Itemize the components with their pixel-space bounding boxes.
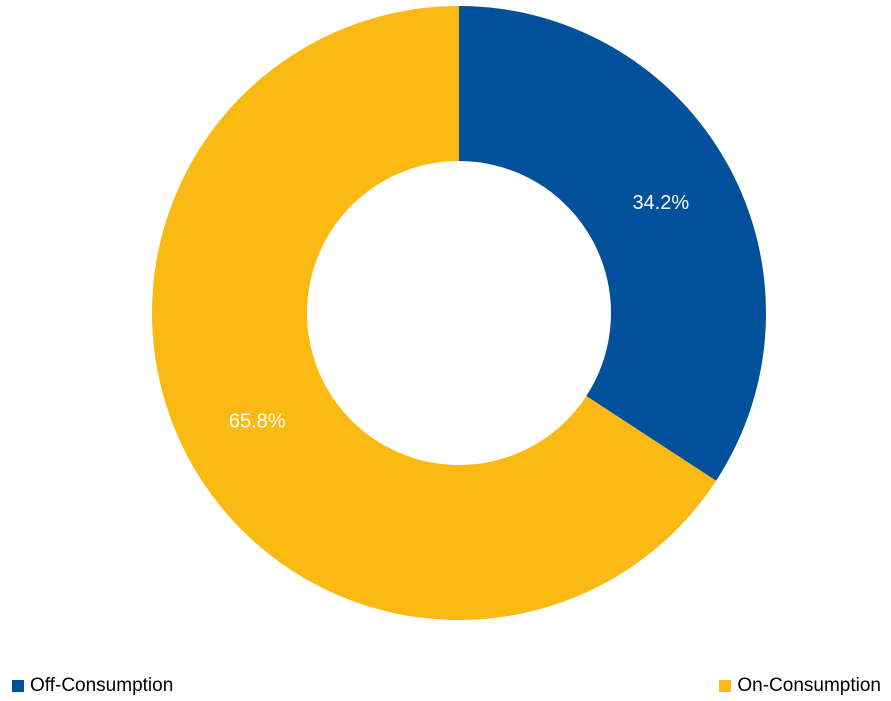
slice-off-consumption [459, 6, 766, 481]
legend-swatch-off-consumption [12, 680, 24, 692]
data-label-off-consumption: 34.2% [632, 192, 689, 214]
legend-label-on-consumption: On-Consumption [737, 675, 881, 696]
legend-swatch-on-consumption [719, 680, 732, 692]
legend-label-off-consumption: Off-Consumption [30, 675, 174, 696]
legend-item-on-consumption: On-Consumption [719, 675, 881, 697]
donut-chart: 34.2% 65.8% [151, 6, 766, 620]
slice-on-consumption [151, 6, 717, 620]
data-label-on-consumption: 65.8% [229, 411, 286, 433]
legend-item-off-consumption: Off-Consumption [12, 675, 173, 697]
